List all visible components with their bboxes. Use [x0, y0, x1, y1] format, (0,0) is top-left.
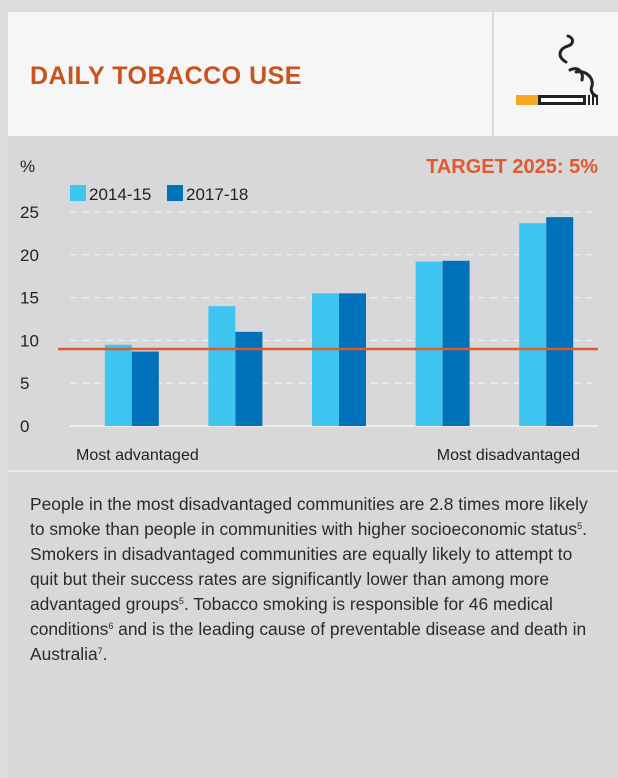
bar-2017-18-4	[442, 260, 470, 426]
target-label: TARGET 2025: 5%	[426, 156, 598, 178]
legend-swatch-1	[70, 185, 86, 201]
y-tick-label: 20	[20, 246, 39, 265]
bar-2017-18-2	[235, 331, 263, 426]
legend-label-2: 2017-18	[186, 185, 248, 204]
body-text-segment: .	[102, 644, 108, 664]
cigarette-smoke-icon	[504, 32, 604, 118]
bar-2017-18-5	[546, 217, 574, 426]
chart-divider	[8, 470, 618, 472]
reference-superscript: 5	[577, 521, 583, 531]
y-tick-label: 0	[20, 417, 29, 436]
bar-2014-15-5	[519, 223, 547, 426]
body-text-segment: People in the most disadvantaged communi…	[30, 494, 588, 539]
y-tick-label: 10	[20, 331, 39, 350]
y-tick-label: 25	[20, 203, 39, 222]
panel-header: DAILY TOBACCO USE	[8, 12, 618, 136]
body-text-segment: and is the leading cause of preventable …	[30, 619, 587, 664]
bar-2014-15-1	[104, 344, 132, 426]
body-text-segment: . Smokers in disadvantaged communities a…	[30, 519, 587, 614]
page-title: DAILY TOBACCO USE	[30, 62, 302, 90]
header-divider	[492, 12, 494, 136]
body-text-segment: . Tobacco smoking is responsible for 46 …	[30, 594, 553, 639]
bar-2017-18-1	[131, 351, 159, 426]
legend-label-1: 2014-15	[89, 185, 151, 204]
x-label-left: Most advantaged	[76, 447, 199, 464]
legend-swatch-2	[167, 185, 183, 201]
bar-2014-15-4	[415, 261, 443, 426]
y-axis-label: %	[20, 157, 35, 176]
reference-superscript: 6	[108, 621, 114, 631]
chart-area: % TARGET 2025: 5% 2014-15 2017-18 0 5 10 15 20 25…	[8, 140, 618, 470]
reference-superscript: 5	[178, 596, 184, 606]
bar-2017-18-3	[339, 293, 366, 426]
reference-superscript: 7	[97, 646, 103, 656]
y-tick-label: 15	[20, 289, 39, 308]
body-paragraph: People in the most disadvantaged communi…	[30, 492, 600, 667]
bar-chart: % TARGET 2025: 5% 2014-15 2017-18 0 5 10 15 20 25…	[20, 156, 598, 464]
bar-2014-15-3	[312, 293, 339, 426]
x-label-right: Most disadvantaged	[437, 447, 580, 464]
tobacco-panel: DAILY TOBACCO USE % TARGET 2025: 5% 2014-1…	[8, 12, 618, 778]
bar-2014-15-2	[208, 306, 236, 426]
y-tick-label: 5	[20, 374, 29, 393]
